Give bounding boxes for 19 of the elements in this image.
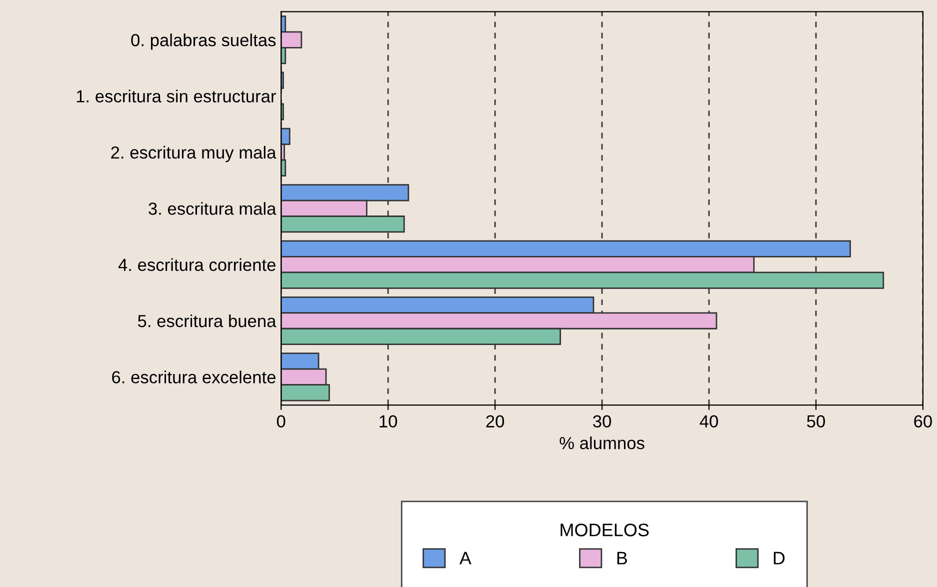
y-tick-label: 6. escritura excelente	[112, 370, 276, 384]
legend-label: A	[459, 552, 472, 564]
y-tick-label: 3. escritura mala	[148, 202, 276, 215]
x-tick-label: 50	[807, 415, 825, 428]
x-tick-label: 40	[700, 415, 718, 428]
x-tick-label: 0	[276, 415, 286, 428]
legend-title: MODELOS	[560, 524, 649, 536]
y-tick-label: 1. escritura sin estructurar	[76, 90, 276, 102]
x-axis-title: % alumnos	[560, 436, 644, 450]
y-tick-label: 0. palabras sueltas	[131, 34, 276, 50]
x-tick-label: 10	[380, 415, 398, 428]
y-tick-label: 4. escritura corriente	[118, 258, 276, 272]
x-tick-label: 20	[486, 415, 504, 428]
legend-label: D	[774, 552, 785, 564]
y-tick-label: 5. escritura buena	[138, 314, 276, 328]
legend-label: B	[617, 552, 627, 564]
x-tick-label: 60	[914, 415, 932, 428]
y-tick-label: 2. escritura muy mala	[111, 146, 276, 162]
x-tick-label: 30	[593, 415, 611, 428]
